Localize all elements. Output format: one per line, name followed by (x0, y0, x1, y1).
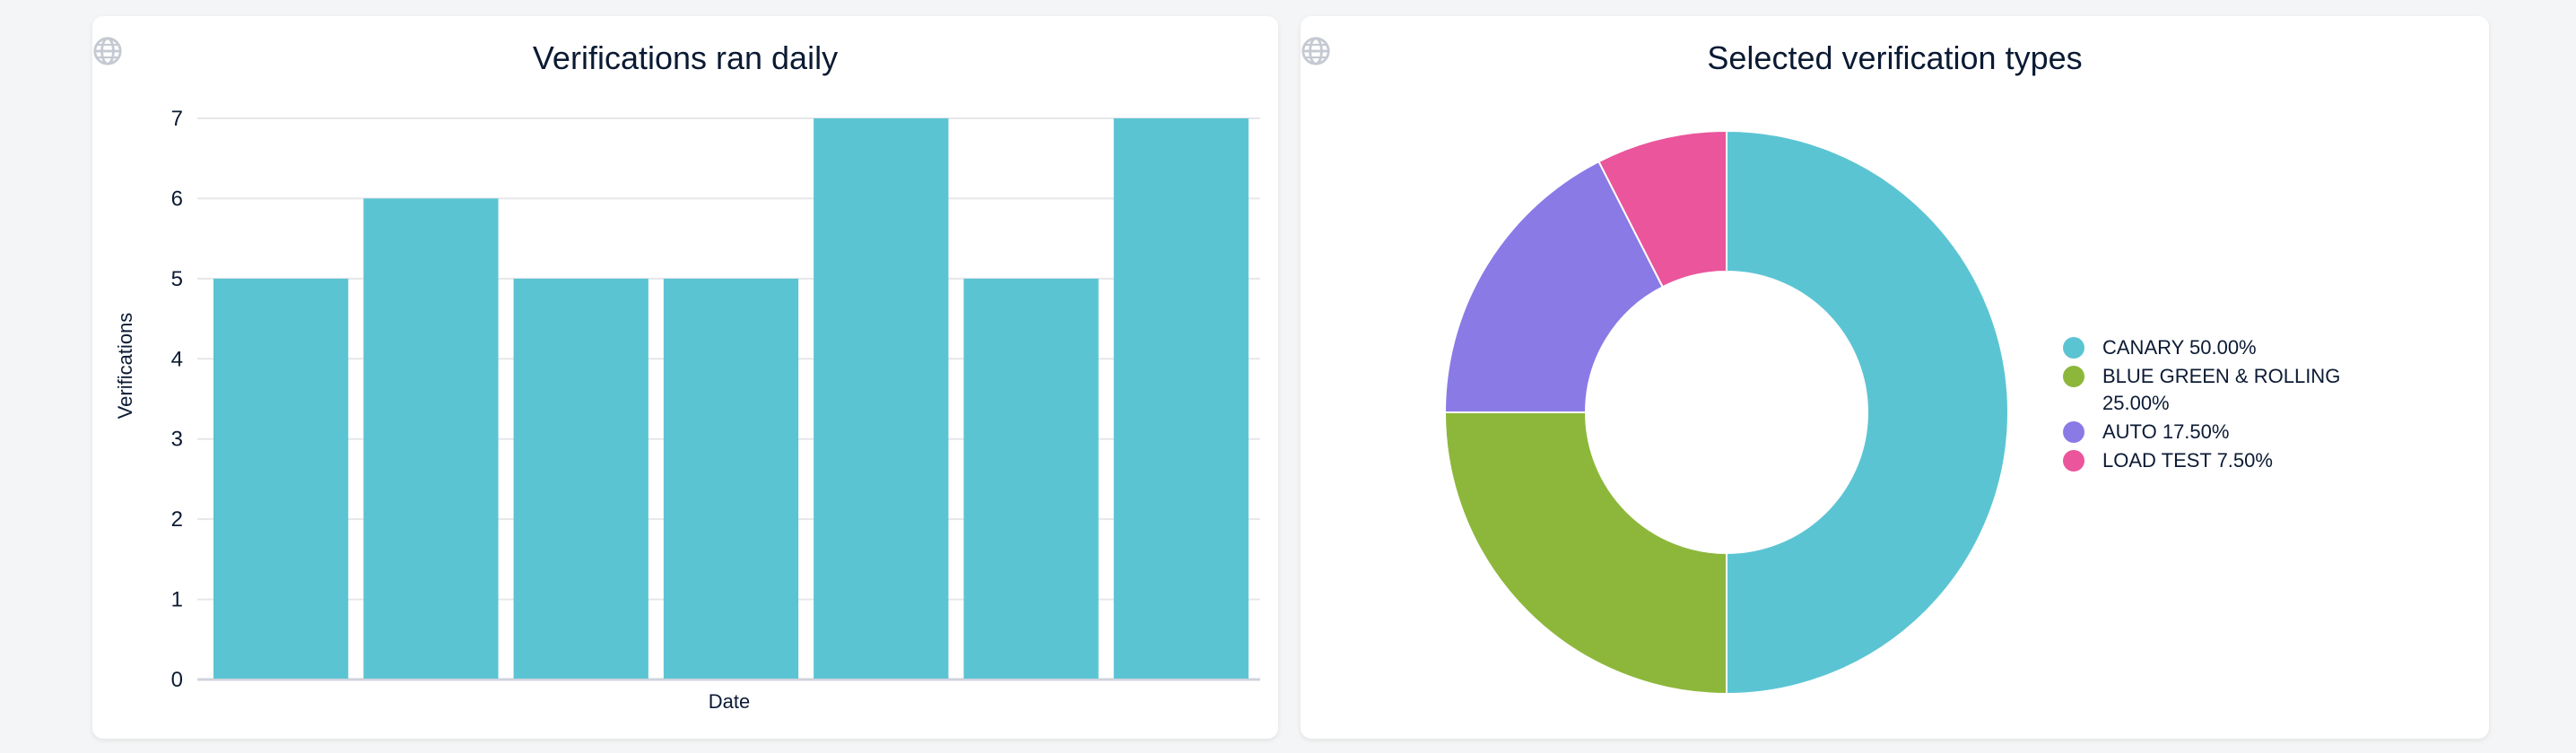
pie-chart-title: Selected verification types (1707, 39, 2083, 76)
bar[interactable] (963, 278, 1099, 679)
y-axis-label: Verifications (114, 313, 136, 420)
legend-item[interactable]: BLUE GREEN & ROLLING 25.00% (2063, 363, 2386, 417)
legend-item[interactable]: AUTO 17.50% (2063, 419, 2386, 446)
legend-item[interactable]: LOAD TEST 7.50% (2063, 447, 2386, 474)
pie-legend: CANARY 50.00% BLUE GREEN & ROLLING 25.00%… (2063, 334, 2386, 476)
legend-label: CANARY 50.00% (2102, 336, 2257, 359)
bar-chart-card: Verifications ran daily Verifications Da… (92, 16, 1278, 739)
pie-slice[interactable] (1597, 129, 1727, 289)
y-tick-label: 4 (171, 347, 183, 371)
bar[interactable] (663, 278, 799, 679)
legend-item[interactable]: CANARY 50.00% (2063, 334, 2386, 361)
pie-slice[interactable] (1726, 129, 2009, 696)
y-tick-label: 6 (171, 186, 183, 211)
x-axis-label: Date (709, 690, 750, 713)
legend-swatch (2063, 421, 2084, 443)
bar-chart-title: Verifications ran daily (532, 39, 839, 76)
bar-chart-plot: Verifications Date 0 1 2 3 4 5 6 7 (114, 107, 1260, 713)
y-tick-label: 3 (171, 428, 183, 452)
y-tick-label: 7 (171, 107, 183, 131)
legend-swatch (2063, 450, 2084, 472)
bar[interactable] (1113, 118, 1249, 679)
bar[interactable] (513, 278, 648, 679)
pie-chart-card: Selected verification types CANARY 50.00… (1301, 16, 2489, 739)
legend-label: LOAD TEST 7.50% (2102, 449, 2273, 472)
legend-label: BLUE GREEN & ROLLING 25.00% (2102, 365, 2341, 414)
y-tick-label: 2 (171, 507, 183, 532)
y-tick-label: 1 (171, 588, 183, 612)
bar[interactable] (213, 278, 349, 679)
bar[interactable] (363, 198, 499, 679)
pie-slice[interactable] (1443, 411, 1727, 696)
pie-slice[interactable] (1443, 160, 1665, 413)
donut-chart (1443, 129, 2009, 696)
globe-icon[interactable] (92, 36, 123, 66)
legend-label: AUTO 17.50% (2102, 420, 2230, 443)
globe-icon[interactable] (1301, 36, 1331, 66)
legend-swatch (2063, 366, 2084, 387)
y-tick-label: 5 (171, 267, 183, 291)
legend-swatch (2063, 337, 2084, 359)
bar[interactable] (814, 118, 949, 679)
y-tick-label: 0 (171, 668, 183, 692)
